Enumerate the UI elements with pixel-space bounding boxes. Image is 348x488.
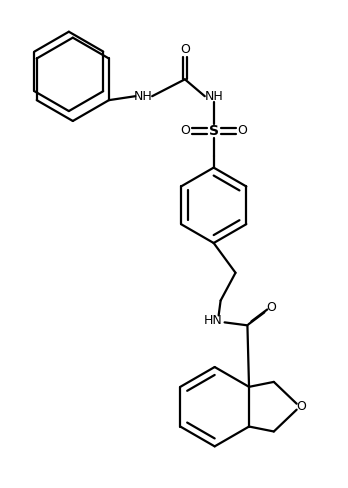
- Text: NH: NH: [204, 90, 223, 102]
- Text: O: O: [238, 124, 247, 138]
- Text: S: S: [209, 124, 219, 138]
- Text: O: O: [266, 301, 276, 314]
- Text: HN: HN: [203, 314, 222, 327]
- Text: NH: NH: [134, 90, 153, 102]
- Text: O: O: [297, 400, 307, 413]
- Text: O: O: [180, 124, 190, 138]
- Text: O: O: [180, 43, 190, 56]
